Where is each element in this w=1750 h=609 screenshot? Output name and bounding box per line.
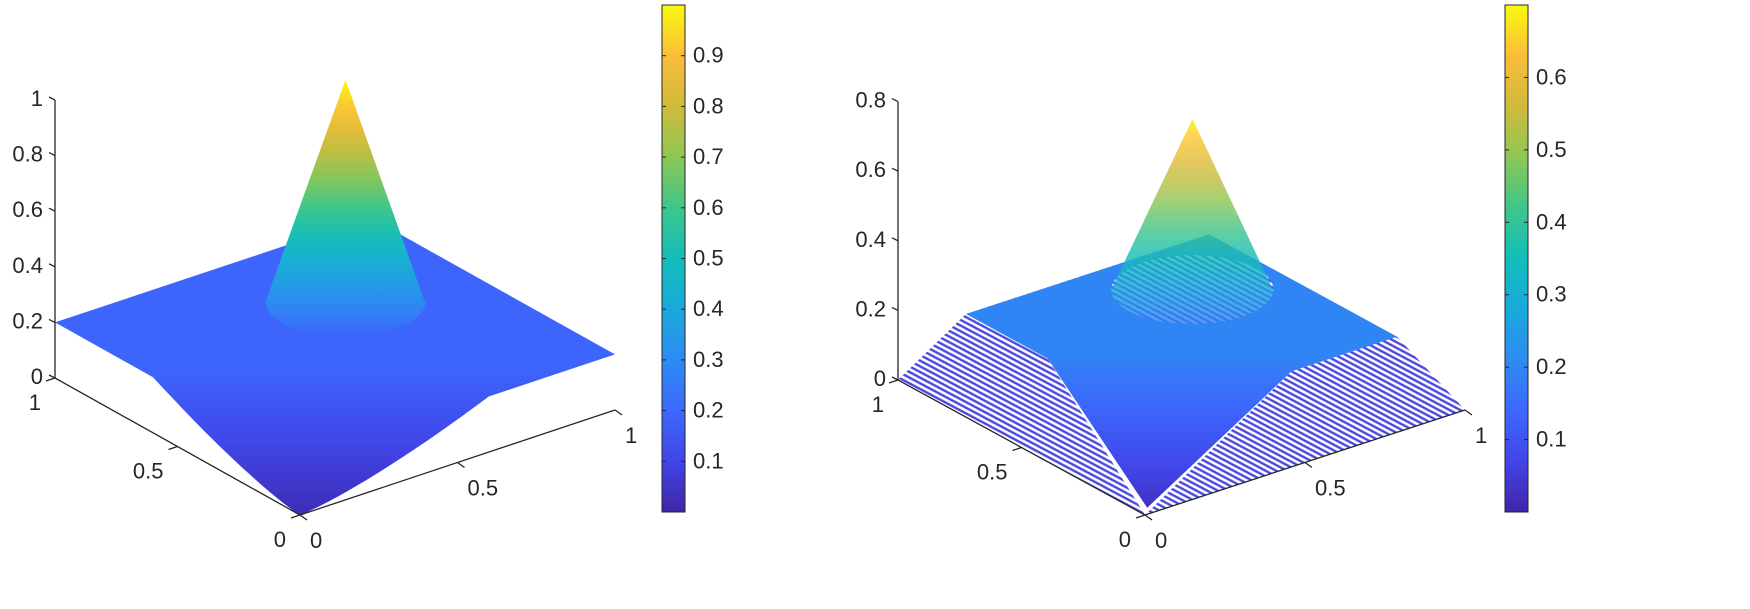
colorbar-tick-label: 0.8 bbox=[693, 93, 724, 118]
colorbar-tick-label: 0.3 bbox=[1536, 282, 1567, 307]
x-tick-mark bbox=[1304, 461, 1313, 469]
y-tick-mark bbox=[45, 377, 56, 382]
z-tick-mark bbox=[891, 98, 899, 103]
z-tick-mark bbox=[891, 237, 899, 242]
x-tick-label: 0.5 bbox=[468, 476, 499, 501]
x-tick-mark bbox=[1464, 409, 1473, 416]
z-tick-mark bbox=[48, 207, 56, 212]
z-tick-label: 0.4 bbox=[855, 227, 886, 252]
y-tick-mark bbox=[1135, 514, 1146, 519]
x-tick-label: 0.5 bbox=[1315, 476, 1346, 501]
x-tick-label: 1 bbox=[1475, 423, 1487, 448]
z-tick-mark bbox=[48, 96, 56, 101]
colorbar-tick-label: 0.6 bbox=[693, 195, 724, 220]
surface-plateau bbox=[55, 217, 615, 515]
colorbar-tick-label: 0.3 bbox=[693, 347, 724, 372]
z-tick-label: 0.6 bbox=[855, 157, 886, 182]
x-tick-mark bbox=[457, 461, 465, 469]
z-tick-label: 0.2 bbox=[855, 296, 886, 321]
z-tick-label: 0.4 bbox=[12, 253, 43, 278]
z-tick-mark bbox=[891, 306, 899, 311]
z-tick-label: 0 bbox=[31, 364, 43, 389]
colorbar-tick-label: 0.2 bbox=[693, 398, 724, 423]
z-tick-mark bbox=[891, 376, 899, 381]
y-tick-label: 0.5 bbox=[977, 460, 1008, 485]
y-tick-label: 0 bbox=[274, 527, 286, 552]
z-tick-mark bbox=[891, 167, 899, 172]
right-colorbar: 0.1 0.2 0.3 0.4 0.5 0.6 bbox=[1504, 4, 1567, 513]
y-tick-mark bbox=[290, 514, 301, 519]
x-tick-label: 0 bbox=[1155, 528, 1167, 553]
y-tick-label: 1 bbox=[872, 392, 884, 417]
z-tick-mark bbox=[48, 318, 56, 323]
colorbar-tick-label: 0.7 bbox=[693, 144, 724, 169]
z-tick-label: 0 bbox=[874, 366, 886, 391]
colorbar-tick-label: 0.4 bbox=[1536, 209, 1567, 234]
z-tick-label: 0.2 bbox=[12, 308, 43, 333]
left-colorbar: 0.1 0.2 0.3 0.4 0.5 0.6 0.7 0.8 0.9 bbox=[661, 4, 724, 513]
z-tick-mark bbox=[48, 263, 56, 268]
x-tick-mark bbox=[299, 514, 308, 521]
mesh-plateau bbox=[966, 234, 1397, 508]
z-tick-mark bbox=[48, 152, 56, 157]
colorbar-tick-label: 0.5 bbox=[1536, 137, 1567, 162]
mesh-side-face bbox=[1145, 336, 1465, 515]
colorbar-tick-label: 0.1 bbox=[1536, 427, 1567, 452]
y-tick-label: 0.5 bbox=[133, 459, 164, 484]
y-tick-mark bbox=[888, 379, 899, 384]
x-tick-label: 1 bbox=[625, 423, 637, 448]
colorbar-tick-label: 0.6 bbox=[1536, 64, 1567, 89]
y-tick-label: 0 bbox=[1119, 527, 1131, 552]
y-tick-mark bbox=[1012, 446, 1022, 452]
colorbar-tick-label: 0.1 bbox=[693, 448, 724, 473]
mesh-side-face bbox=[898, 314, 1145, 515]
colorbar-tick-label: 0.5 bbox=[693, 246, 724, 271]
x-tick-mark bbox=[1144, 514, 1153, 521]
z-tick-label: 0.8 bbox=[855, 88, 886, 113]
y-tick-mark bbox=[168, 445, 178, 451]
colorbar-gradient bbox=[1504, 4, 1529, 513]
mesh-cone-peak bbox=[1111, 118, 1274, 324]
colorbar-tick-label: 0.2 bbox=[1536, 354, 1567, 379]
x-tick-mark bbox=[614, 409, 623, 416]
z-tick-mark bbox=[48, 374, 56, 379]
surface-cone-peak bbox=[265, 79, 426, 337]
z-tick-label: 0.8 bbox=[12, 142, 43, 167]
colorbar-tick-label: 0.4 bbox=[693, 296, 724, 321]
y-tick-label: 1 bbox=[29, 390, 41, 415]
x-tick-label: 0 bbox=[310, 528, 322, 553]
z-tick-label: 0.6 bbox=[12, 197, 43, 222]
colorbar-tick-label: 0.9 bbox=[693, 43, 724, 68]
z-tick-label: 1 bbox=[31, 86, 43, 111]
